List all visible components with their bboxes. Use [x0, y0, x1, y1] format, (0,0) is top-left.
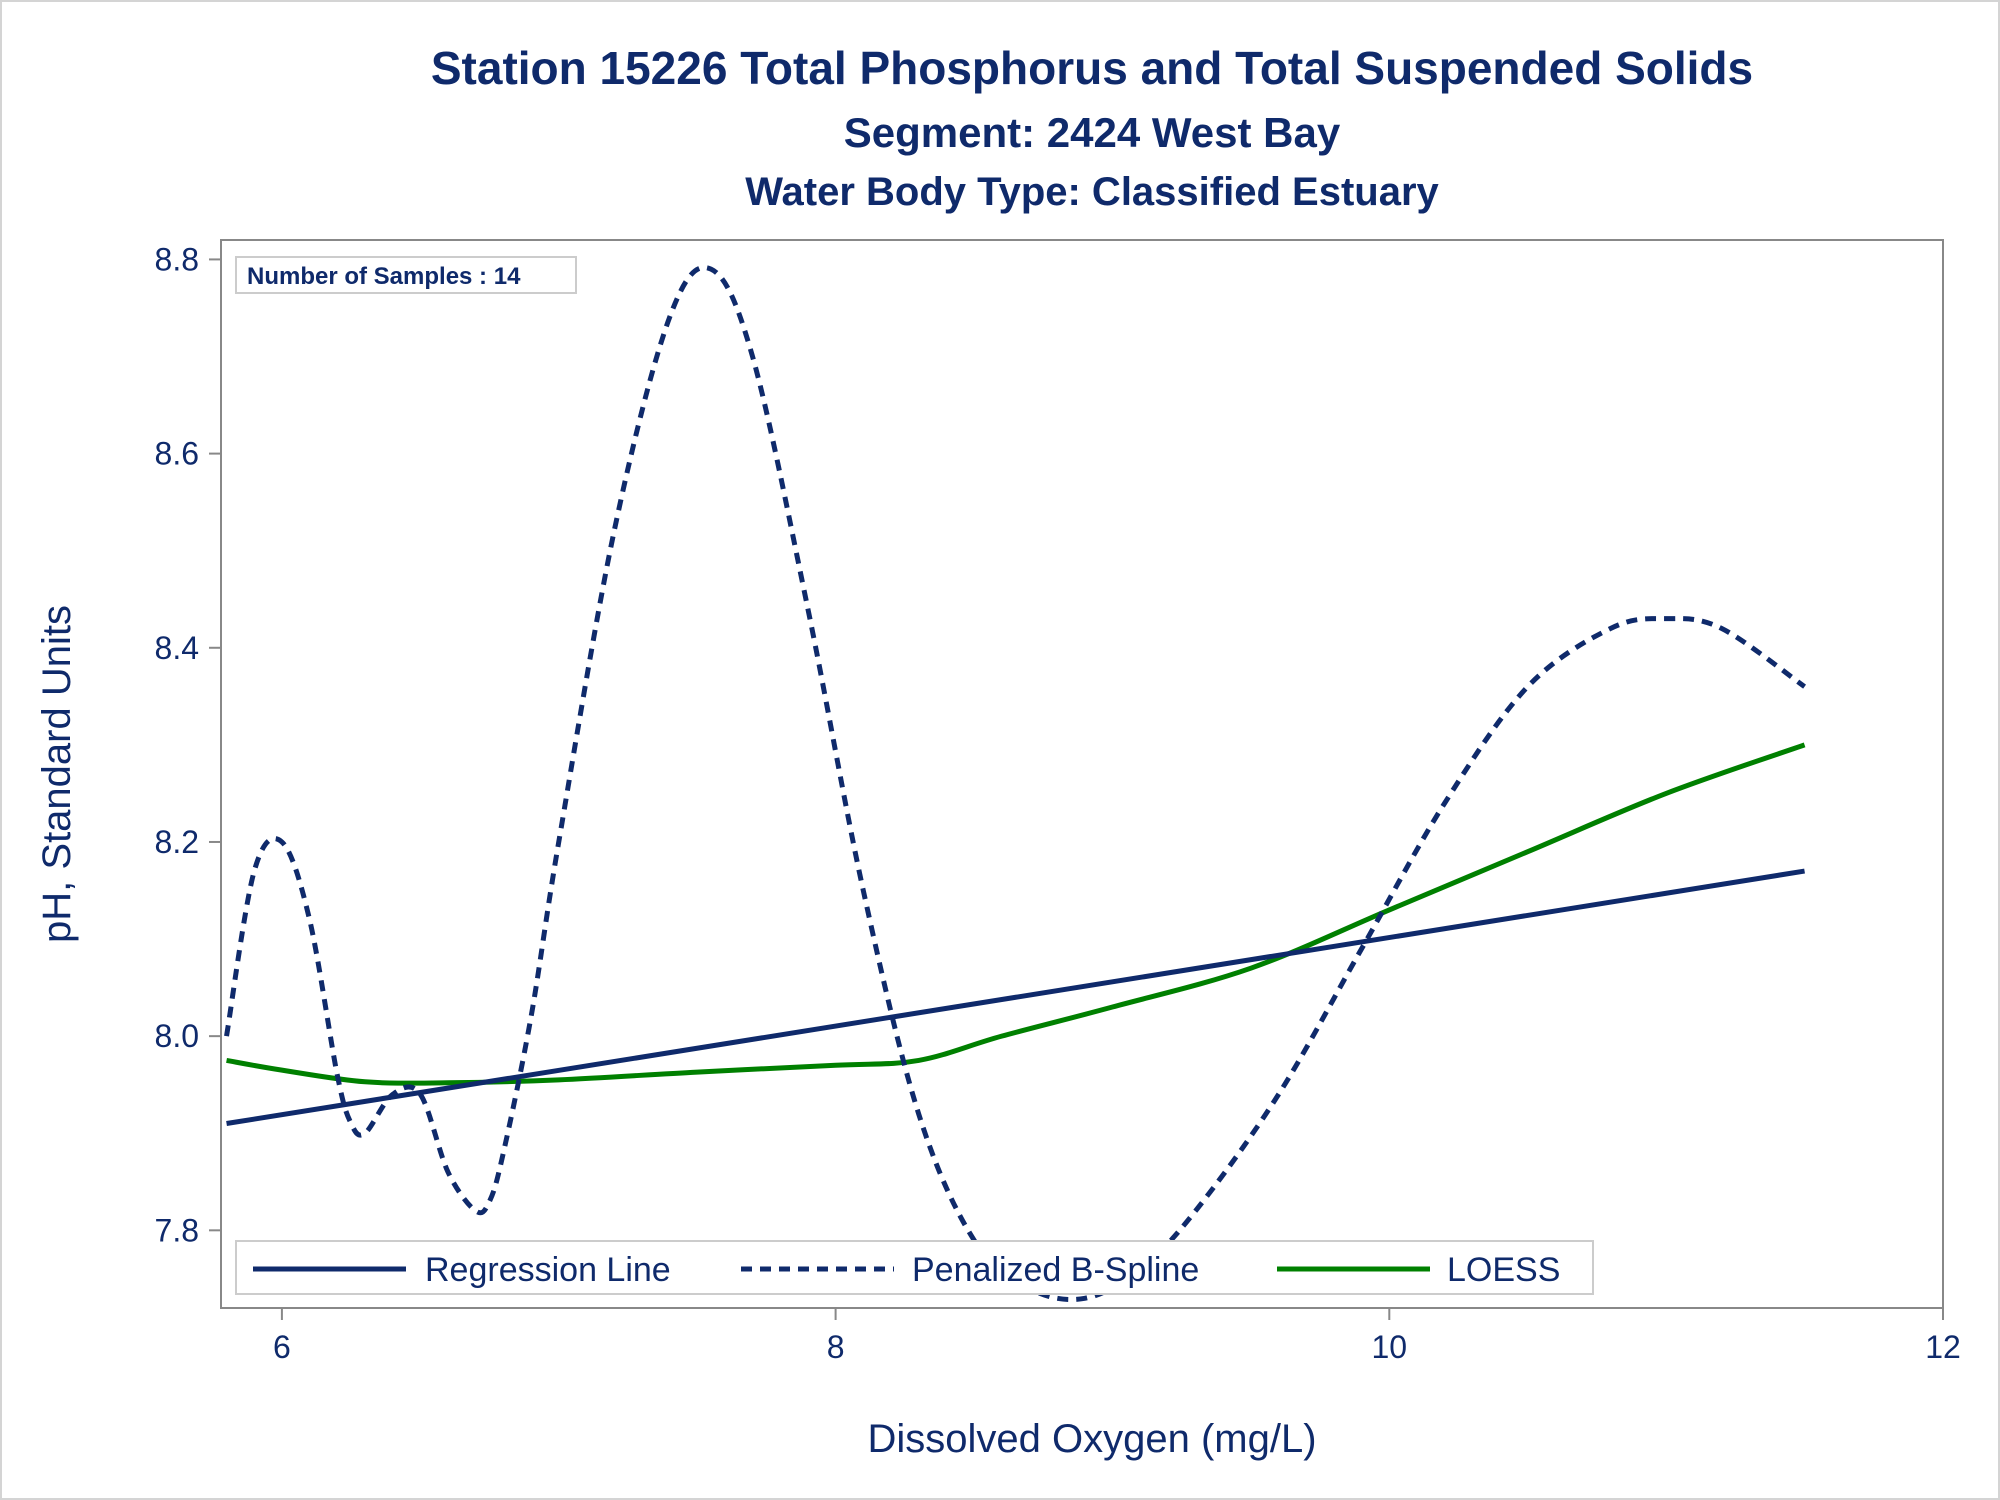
y-tick-label: 7.8 — [155, 1212, 199, 1248]
x-tick-label: 8 — [827, 1329, 845, 1365]
y-tick-label: 8.0 — [155, 1018, 199, 1054]
series-layer — [224, 265, 1807, 1303]
sample-count-box: Number of Samples : 14 — [235, 256, 577, 294]
y-tick-label: 8.4 — [155, 630, 199, 666]
y-tick-label: 8.2 — [155, 824, 199, 860]
legend-label: Penalized B-Spline — [912, 1251, 1199, 1289]
x-axis-title: Dissolved Oxygen (mg/L) — [867, 1417, 1316, 1461]
y-axis-title: pH, Standard Units — [35, 605, 79, 943]
series-line-loess — [226, 742, 1806, 1086]
x-axis: 6 8 10 12 — [273, 1308, 1961, 1365]
chart-subtitle-waterbody: Water Body Type: Classified Estuary — [745, 170, 1439, 214]
series-line-regression-line — [226, 868, 1805, 1126]
chart-subtitle-segment: Segment: 2424 West Bay — [844, 109, 1341, 156]
sample-count-frame — [235, 256, 577, 294]
y-tick-label: 8.8 — [155, 241, 199, 277]
x-tick-label: 12 — [1925, 1329, 1961, 1365]
x-tick-label: 10 — [1372, 1329, 1408, 1365]
legend-label: LOESS — [1447, 1251, 1560, 1289]
y-axis: 7.8 8.0 8.2 8.4 8.6 8.8 — [155, 241, 221, 1248]
legend: Regression Line Penalized B-Spline LOESS — [235, 1240, 1594, 1295]
legend-label: Regression Line — [425, 1251, 671, 1289]
y-tick-label: 8.6 — [155, 436, 199, 472]
chart-title: Station 15226 Total Phosphorus and Total… — [431, 42, 1753, 94]
plot-area — [220, 239, 1944, 1309]
sample-count-label: Number of Samples : 14 — [247, 263, 521, 290]
x-tick-label: 6 — [273, 1329, 291, 1365]
series-line-penalized-b-spline — [224, 265, 1807, 1303]
